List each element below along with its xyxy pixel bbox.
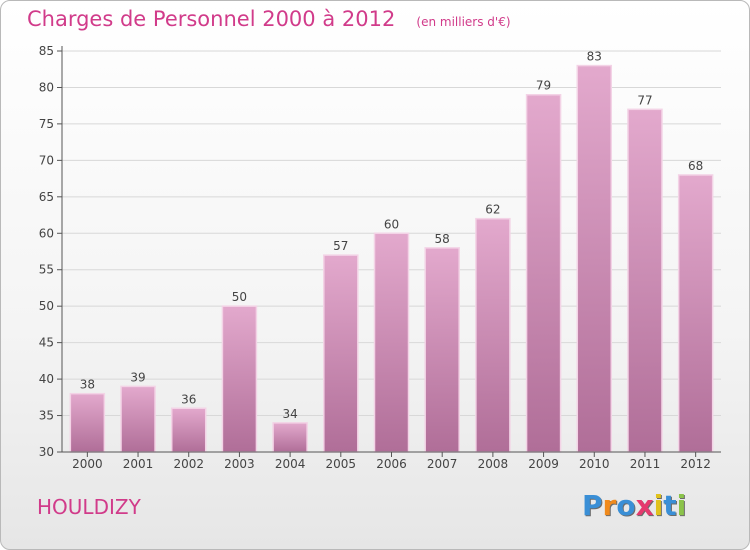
x-tick-label: 2001 [123,457,154,471]
axes [57,46,721,457]
bar [475,217,511,453]
y-tick-label: 55 [39,263,54,277]
bar-value-label: 77 [637,93,652,107]
y-tick-label: 35 [39,409,54,423]
bar [373,232,410,453]
y-tick-label: 45 [39,336,54,350]
bar [221,305,258,453]
chart-subtitle: (en milliers d'€) [416,15,511,29]
bar-value-label: 83 [587,50,602,64]
logo-letter: x [635,489,654,522]
proxiti-logo: Proxiti [582,489,686,522]
y-tick-label: 85 [39,44,54,58]
bars [69,64,714,453]
bar-value-label: 60 [384,217,399,231]
x-tick-label: 2000 [72,457,103,471]
bar-value-label: 39 [130,370,145,384]
bar-value-label: 50 [232,290,247,304]
bar-value-label: 62 [485,203,500,217]
x-tick-label: 2006 [376,457,407,471]
x-tick-label: 2010 [579,457,610,471]
logo-letter: o [616,489,636,522]
y-tick-label: 30 [39,445,54,459]
logo-letter: r [602,489,617,522]
bar-value-label: 57 [333,239,348,253]
title-row: Charges de Personnel 2000 à 2012 (en mil… [27,7,511,31]
bar [424,247,460,453]
y-tick-label: 60 [39,226,54,240]
bar [323,254,359,453]
bar [525,93,562,453]
logo-letter: i [653,489,664,522]
bar-value-label: 36 [181,392,196,406]
logo-letter: P [582,489,603,522]
bar [170,407,207,453]
logo-letter: i [676,489,687,522]
bar-value-label: 38 [80,378,95,392]
labels: 30 35 40 45 50 55 60 65 70 75 80 85 38 2000 39 2001 36 20… [39,44,711,471]
bar [576,64,613,453]
y-tick-label: 70 [39,153,54,167]
x-tick-label: 2002 [173,457,204,471]
bar-value-label: 58 [435,232,450,246]
bar [120,385,156,453]
chart-title: Charges de Personnel 2000 à 2012 [27,7,396,31]
bar [677,174,714,453]
bar-value-label: 68 [688,159,703,173]
logo-letter: t [663,489,677,522]
bar [69,392,106,453]
y-tick-label: 75 [39,117,54,131]
x-tick-label: 2005 [326,457,357,471]
y-tick-label: 40 [39,372,54,386]
y-tick-label: 50 [39,299,54,313]
bar [627,108,663,453]
x-tick-label: 2003 [224,457,255,471]
commune-name: HOULDIZY [37,495,141,519]
y-tick-label: 65 [39,190,54,204]
x-tick-label: 2012 [680,457,711,471]
x-tick-label: 2011 [630,457,661,471]
bar-value-label: 79 [536,79,551,93]
x-tick-label: 2004 [275,457,306,471]
y-tick-label: 80 [39,80,54,94]
bar [272,422,308,453]
x-tick-label: 2007 [427,457,458,471]
bar-value-label: 34 [282,407,297,421]
x-tick-label: 2009 [528,457,559,471]
x-tick-label: 2008 [478,457,509,471]
